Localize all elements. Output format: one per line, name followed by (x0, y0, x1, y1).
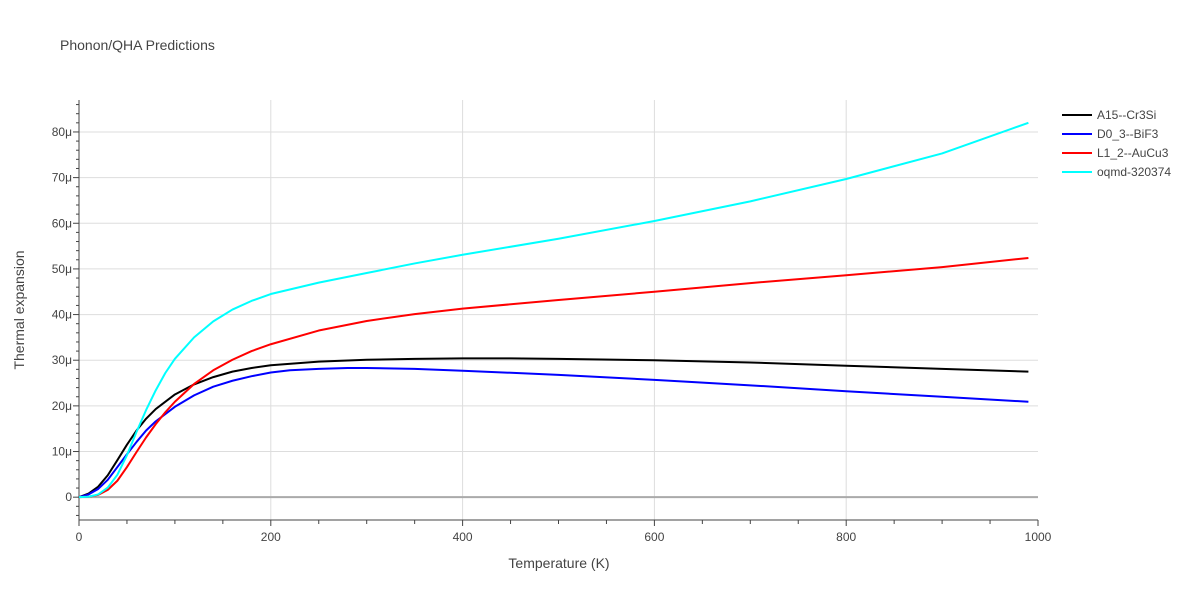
axes: 0 200 400 600 800 1000 0 10μ 20μ 30μ 40μ 50μ 60μ 70μ 8… (52, 100, 1052, 544)
series-line (78, 256, 1029, 499)
series-layer (78, 121, 1029, 499)
y-tick-label: 80μ (52, 125, 72, 139)
legend-label: D0_3--BiF3 (1097, 127, 1159, 141)
x-tick-label: 0 (76, 530, 83, 544)
y-tick-label: 30μ (52, 353, 72, 367)
y-tick-label: 40μ (52, 308, 72, 322)
y-axis-label: Thermal expansion (11, 250, 27, 369)
y-tick-label: 0 (65, 490, 72, 504)
y-tick-label: 70μ (52, 171, 72, 185)
legend-label: oqmd-320374 (1097, 165, 1171, 179)
chart-title: Phonon/QHA Predictions (60, 37, 215, 53)
series-line (78, 357, 1029, 499)
legend[interactable]: A15--Cr3Si D0_3--BiF3 L1_2--AuCu3 oqmd-3203… (1062, 108, 1171, 179)
legend-item[interactable]: A15--Cr3Si (1062, 108, 1156, 122)
legend-label: L1_2--AuCu3 (1097, 146, 1169, 160)
y-tick-label: 50μ (52, 262, 72, 276)
legend-item[interactable]: D0_3--BiF3 (1062, 127, 1159, 141)
y-tick-label: 60μ (52, 216, 72, 230)
x-tick-label: 400 (453, 530, 473, 544)
y-tick-label: 10μ (52, 445, 72, 459)
series-line (78, 366, 1029, 499)
legend-item[interactable]: oqmd-320374 (1062, 165, 1171, 179)
x-tick-label: 1000 (1025, 530, 1052, 544)
y-tick-label: 20μ (52, 399, 72, 413)
legend-item[interactable]: L1_2--AuCu3 (1062, 146, 1169, 160)
x-tick-label: 800 (836, 530, 856, 544)
grid-lines (79, 100, 1038, 520)
legend-label: A15--Cr3Si (1097, 108, 1156, 122)
series-line (78, 121, 1029, 499)
x-tick-label: 600 (644, 530, 664, 544)
x-tick-label: 200 (261, 530, 281, 544)
x-axis-label: Temperature (K) (508, 555, 609, 571)
